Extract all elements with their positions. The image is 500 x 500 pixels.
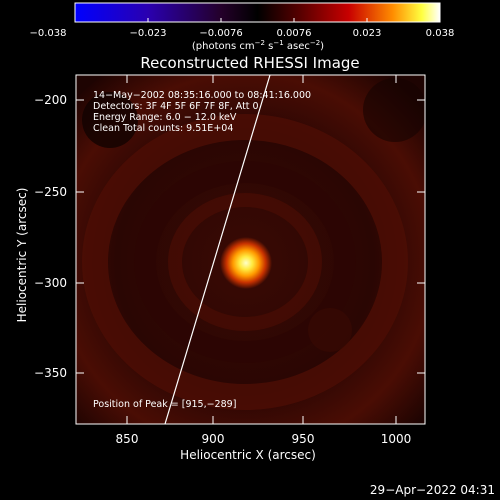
rhessi-image — [76, 75, 425, 424]
colorbar-tick-label: 0.023 — [353, 28, 382, 39]
x-axis-label: Heliocentric X (arcsec) — [180, 448, 316, 462]
colorbar-tick-label: 0.0076 — [277, 28, 312, 39]
colorbar-tick-label: −0.023 — [129, 28, 166, 39]
colorbar-unit-label: (photons cm−2 s−1 asec−2) — [192, 39, 324, 52]
peak-position-label: Position of Peak = [915,−289] — [93, 399, 236, 410]
info-line: Clean Total counts: 9.51E+04 — [93, 123, 233, 134]
colorbar-ticks — [74, 18, 441, 22]
x-tick-label: 900 — [202, 432, 225, 446]
solar-limb-line — [164, 75, 271, 424]
y-tick-label: −300 — [34, 276, 67, 290]
colorbar — [74, 2, 441, 23]
plot-frame — [75, 74, 426, 425]
x-tick-label: 950 — [292, 432, 315, 446]
info-line: Detectors: 3F 4F 5F 6F 7F 8F, Att 0 — [93, 101, 259, 112]
colorbar-tick-label: −0.038 — [29, 28, 66, 39]
info-line: Energy Range: 6.0 − 12.0 keV — [93, 112, 237, 123]
y-tick-label: −250 — [34, 185, 67, 199]
source-peak — [220, 237, 272, 289]
info-line: 14−May−2002 08:35:16.000 to 08:41:16.000 — [93, 90, 311, 101]
x-tick-label: 850 — [116, 432, 139, 446]
y-tick-label: −350 — [34, 366, 67, 380]
plot-title: Reconstructed RHESSI Image — [140, 54, 359, 72]
x-axis-ticks — [126, 75, 397, 424]
x-tick-label: 1000 — [381, 432, 412, 446]
y-axis-label: Heliocentric Y (arcsec) — [15, 188, 29, 323]
colorbar-tick-label: −0.0076 — [199, 28, 242, 39]
y-axis-ticks — [76, 99, 425, 374]
y-tick-label: −200 — [34, 93, 67, 107]
colorbar-tick-label: 0.038 — [426, 28, 455, 39]
render-timestamp: 29−Apr−2022 04:31 — [370, 483, 495, 497]
